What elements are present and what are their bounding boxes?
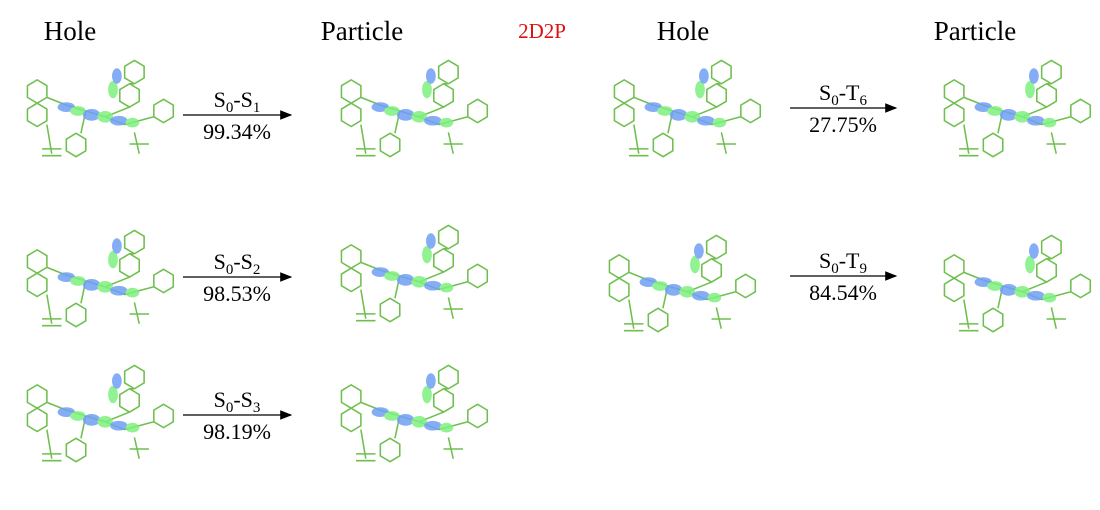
transition-label: S0-S1 xyxy=(214,87,261,116)
hole-image xyxy=(609,235,755,331)
subscript: 0 xyxy=(226,100,234,116)
hole-image xyxy=(27,60,173,156)
hole-image xyxy=(27,365,173,461)
percentage: 27.75% xyxy=(809,112,877,137)
hole-image xyxy=(614,60,760,156)
state-symbol: S xyxy=(214,87,226,112)
percentage: 98.53% xyxy=(203,281,271,306)
page: Hole Particle 2D2P Hole Particle S0-S199… xyxy=(0,0,1100,510)
hole-header: Hole xyxy=(44,16,97,46)
percentage: 98.19% xyxy=(203,419,271,444)
particle-image xyxy=(341,225,487,321)
state-symbol: -T xyxy=(839,248,860,273)
subscript: 2 xyxy=(253,262,261,278)
center-label: 2D2P xyxy=(518,19,566,43)
subscript: 3 xyxy=(253,400,261,416)
state-symbol: -S xyxy=(233,87,253,112)
particle-header: Particle xyxy=(934,16,1016,46)
subscript: 0 xyxy=(226,400,234,416)
state-symbol: -S xyxy=(233,249,253,274)
state-symbol: S xyxy=(214,387,226,412)
particle-image xyxy=(944,235,1090,331)
molecule-images xyxy=(27,60,1090,461)
transition-label: S0-S3 xyxy=(214,387,261,416)
transition-label: S0-T6 xyxy=(819,80,868,109)
state-symbol: -S xyxy=(233,387,253,412)
state-symbol: S xyxy=(819,80,831,105)
subscript: 0 xyxy=(226,262,234,278)
state-symbol: S xyxy=(819,248,831,273)
subscript: 9 xyxy=(860,261,868,277)
subscript: 6 xyxy=(860,93,868,109)
particle-image xyxy=(944,60,1090,156)
transition-label: S0-S2 xyxy=(214,249,261,278)
particle-image xyxy=(341,365,487,461)
subscript: 0 xyxy=(831,93,839,109)
subscript: 0 xyxy=(831,261,839,277)
subscript: 1 xyxy=(253,100,261,116)
hole-header: Hole xyxy=(657,16,710,46)
hole-image xyxy=(27,230,173,326)
state-symbol: S xyxy=(214,249,226,274)
state-symbol: -T xyxy=(839,80,860,105)
particle-header: Particle xyxy=(321,16,403,46)
percentage: 99.34% xyxy=(203,119,271,144)
particle-image xyxy=(341,60,487,156)
figure: Hole Particle 2D2P Hole Particle S0-S199… xyxy=(0,0,1100,510)
transition-label: S0-T9 xyxy=(819,248,867,277)
percentage: 84.54% xyxy=(809,280,877,305)
